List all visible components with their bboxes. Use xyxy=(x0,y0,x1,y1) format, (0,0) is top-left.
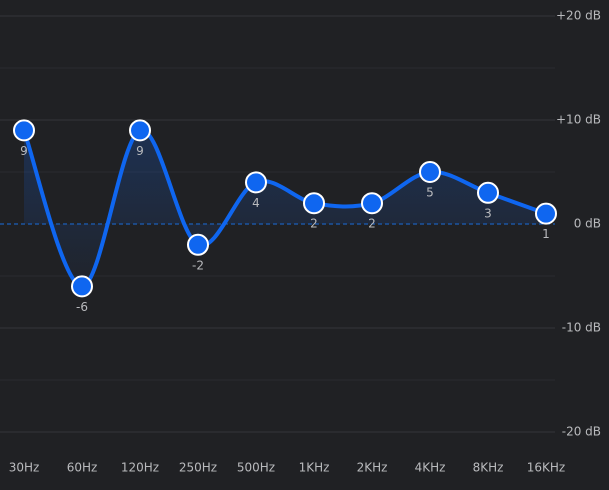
point xyxy=(419,161,441,183)
x-tick-label: 60Hz xyxy=(67,461,98,475)
y-tick-label: +20 dB xyxy=(556,9,601,23)
point xyxy=(129,119,151,142)
x-tick-label: 500Hz xyxy=(237,461,275,475)
point xyxy=(13,119,35,142)
value-label: 5 xyxy=(426,186,434,200)
value-label: 9 xyxy=(136,144,144,158)
value-label: 4 xyxy=(252,196,260,210)
point xyxy=(477,181,499,204)
value-label: 2 xyxy=(310,217,318,231)
value-label: 2 xyxy=(368,217,376,231)
y-tick-label: -20 dB xyxy=(562,425,601,439)
point xyxy=(71,275,93,298)
point xyxy=(303,192,325,215)
x-tick-label: 8KHz xyxy=(473,461,504,475)
y-tick-label: +10 dB xyxy=(556,113,601,127)
x-tick-label: 16KHz xyxy=(527,461,565,475)
point xyxy=(535,202,557,225)
x-tick-label: 1KHz xyxy=(299,461,330,475)
value-label: -2 xyxy=(192,258,204,272)
point xyxy=(361,192,383,215)
x-tick-label: 30Hz xyxy=(9,461,40,475)
x-tick-label: 2KHz xyxy=(357,461,388,475)
area xyxy=(24,130,546,287)
y-tick-label: -10 dB xyxy=(562,321,601,335)
value-label: 3 xyxy=(484,206,492,220)
x-tick-label: 4KHz xyxy=(415,461,446,475)
x-tick-label: 120Hz xyxy=(121,461,159,475)
value-label: 1 xyxy=(542,227,550,241)
point xyxy=(187,233,209,256)
value-label: -6 xyxy=(76,300,88,314)
x-tick-label: 250Hz xyxy=(179,461,217,475)
y-tick-label: 0 dB xyxy=(574,217,601,231)
point xyxy=(245,171,267,194)
value-label: 9 xyxy=(20,144,28,158)
